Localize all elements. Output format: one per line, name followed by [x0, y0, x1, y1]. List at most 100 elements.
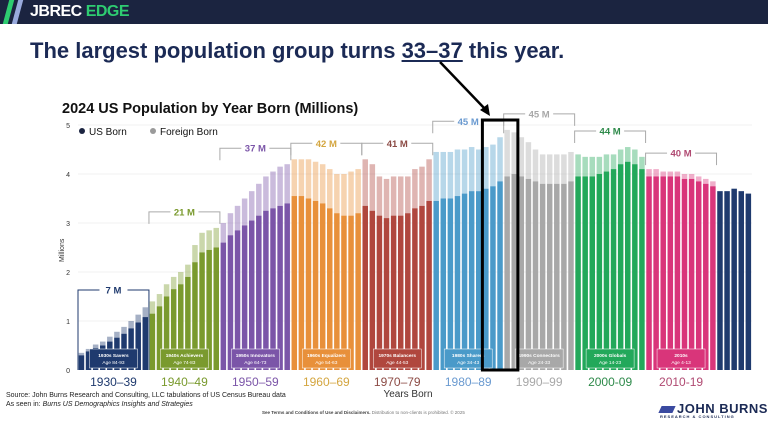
headline: The largest population group turns 33–37…: [30, 38, 565, 63]
bar-foreign-born: [568, 151, 574, 182]
bar-foreign-born: [85, 348, 92, 352]
bar-us-born: [483, 188, 489, 370]
y-tick-label: 3: [66, 221, 70, 228]
bar-foreign-born: [468, 147, 475, 192]
bar-foreign-born: [170, 276, 177, 290]
bar-foreign-born: [532, 149, 539, 182]
generation-name: 2010s: [674, 353, 688, 359]
decade-bracket: [77, 289, 150, 370]
decade-total-label: 41 M: [387, 139, 408, 150]
bar-foreign-born: [128, 321, 134, 329]
bar-foreign-born: [624, 147, 631, 162]
bar-foreign-born: [248, 191, 255, 221]
bar-us-born: [390, 215, 397, 370]
decade-total-label: 21 M: [174, 207, 195, 218]
bar-us-born: [624, 161, 631, 370]
bar-foreign-born: [284, 164, 290, 204]
bar-us-born: [284, 203, 290, 370]
decade-range-label: 1930–39: [90, 375, 137, 389]
y-tick-label: 2: [66, 270, 70, 277]
bar-us-born: [596, 174, 603, 370]
bar-foreign-born: [334, 174, 340, 214]
bar-foreign-born: [575, 154, 581, 177]
terms-note: See Terms and Conditions of Use and Disc…: [262, 410, 465, 415]
bar-us-born: [334, 213, 340, 370]
bar-us-born: [305, 198, 312, 370]
bar-us-born: [731, 188, 737, 370]
bar-foreign-born: [312, 161, 319, 201]
bar-us-born: [327, 208, 333, 370]
bar-foreign-born: [241, 198, 248, 226]
generation-ages: Age 84-93: [102, 360, 124, 366]
bar-us-born: [525, 178, 532, 370]
logo-mark-icon: [658, 406, 676, 413]
bar-us-born: [603, 171, 610, 370]
bar-foreign-born: [546, 154, 553, 184]
decade-range-label: 1990–99: [516, 375, 563, 389]
bar-us-born: [447, 198, 454, 370]
bar-us-born: [674, 176, 681, 370]
bar-us-born: [192, 262, 198, 370]
bar-us-born: [149, 313, 156, 370]
generation-name: 1980s Sharers: [452, 353, 485, 359]
bar-us-born: [610, 169, 617, 370]
decade-range-label: 2000-09: [588, 375, 632, 389]
legend: US Born Foreign Born: [79, 127, 218, 138]
bar-foreign-born: [107, 336, 113, 342]
generation-name: 2000s Globals: [594, 353, 627, 359]
bar-us-born: [170, 289, 177, 370]
bar-foreign-born: [213, 227, 219, 248]
generation-name: 1990s Connectors: [518, 353, 560, 359]
bar-us-born: [497, 181, 503, 370]
decade-range-label: 2010-19: [659, 375, 703, 389]
generation-name: 1950s Innovators: [236, 353, 276, 359]
bar-us-born: [511, 174, 517, 370]
bar-us-born: [667, 176, 674, 370]
generation-badge: [656, 348, 706, 369]
bar-foreign-born: [419, 166, 425, 206]
bar-us-born: [78, 355, 85, 370]
bar-us-born: [532, 181, 539, 370]
bar-foreign-born: [497, 137, 503, 182]
decade-total-label: 40 M: [670, 149, 691, 160]
bar-us-born: [426, 200, 432, 370]
headline-highlight: 33–37: [401, 38, 463, 63]
bar-foreign-born: [114, 331, 120, 338]
decade-total-label: 44 M: [600, 127, 621, 138]
y-tick-label: 5: [66, 123, 70, 130]
bar-foreign-born: [156, 294, 163, 307]
bar-us-born: [575, 176, 581, 370]
generation-ages: Age 24-33: [528, 360, 550, 366]
bar-us-born: [745, 193, 752, 370]
bar-foreign-born: [397, 176, 404, 216]
generation-name: 1970s Balancers: [378, 353, 416, 359]
highlight-box: [480, 118, 520, 372]
bar-foreign-born: [305, 159, 312, 199]
brand-logo: JBREC EDGE: [30, 3, 130, 20]
bar-foreign-born: [617, 149, 624, 165]
bar-us-born: [419, 205, 425, 370]
bar-us-born: [561, 183, 567, 370]
terms-link[interactable]: See Terms and Conditions of Use and Disc…: [262, 410, 371, 415]
bar-foreign-born: [596, 156, 603, 174]
y-tick-label: 1: [66, 319, 70, 326]
bar-foreign-born: [639, 156, 645, 170]
bar-foreign-born: [376, 176, 383, 216]
bar-foreign-born: [426, 159, 432, 201]
bar-us-born: [518, 176, 525, 370]
bar-foreign-born: [206, 230, 212, 250]
bar-us-born: [476, 191, 482, 370]
bar-us-born: [468, 191, 475, 370]
decade-total-label: 37 M: [245, 144, 266, 155]
bar-foreign-born: [561, 154, 567, 184]
bar-us-born: [312, 200, 319, 370]
bar-us-born: [348, 215, 354, 370]
bar-foreign-born: [539, 154, 546, 184]
bar-us-born: [617, 164, 624, 370]
bar-foreign-born: [369, 164, 376, 211]
john-burns-logo: JOHN BURNS RESEARCH & CONSULTING: [658, 401, 768, 419]
bar-foreign-born: [277, 166, 283, 206]
bar-us-born: [639, 169, 645, 370]
bar-foreign-born: [440, 151, 447, 199]
